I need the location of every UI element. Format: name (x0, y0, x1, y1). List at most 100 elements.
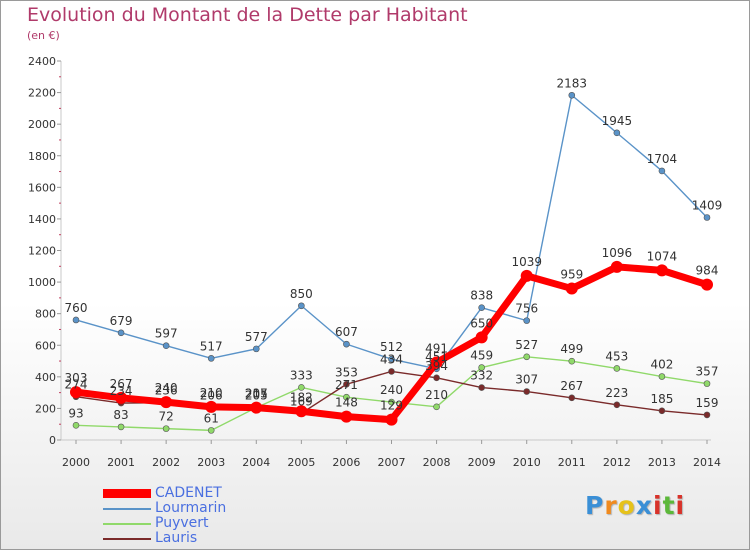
y-tick-label: 2200 (28, 87, 56, 100)
data-label-cadenet: 210 (200, 386, 223, 400)
logo-letter: o (617, 491, 636, 520)
data-point-cadenet (115, 391, 128, 404)
data-point-puyvert (72, 422, 80, 429)
legend-swatch-puyvert (103, 523, 151, 525)
data-label-puyvert: 402 (650, 358, 673, 372)
data-label-lourmarin: 607 (335, 325, 358, 339)
chart-unit: (en €) (27, 29, 60, 42)
data-point-lauris (388, 368, 395, 375)
x-tick-label: 2014 (693, 456, 721, 469)
data-point-lauris (568, 394, 576, 402)
legend-swatch-lauris (103, 538, 151, 540)
data-point-puyvert (207, 427, 215, 434)
series-layer (70, 91, 713, 434)
data-label-lauris: 159 (696, 396, 719, 410)
data-point-cadenet (340, 410, 353, 423)
data-point-puyvert (162, 425, 170, 432)
data-point-puyvert (298, 384, 305, 391)
data-point-puyvert (343, 393, 350, 401)
proxiti-logo: Proxiti (585, 491, 685, 520)
x-tick-label: 2012 (603, 456, 631, 469)
axes: 0 200 400 600 800 1000 1200 1400 1600 1800 2000 220… (28, 55, 721, 469)
data-label-puyvert: 72 (159, 410, 174, 424)
data-label-puyvert: 459 (470, 349, 493, 363)
data-point-lourmarin (658, 167, 666, 175)
data-point-lourmarin (207, 355, 215, 362)
x-tick-label: 2000 (62, 456, 90, 469)
y-tick-label: 1800 (28, 150, 56, 163)
y-tick-label: 0 (49, 434, 56, 447)
data-label-puyvert: 527 (515, 338, 538, 352)
data-label-lauris: 234 (110, 384, 133, 398)
data-label-puyvert: 240 (380, 383, 403, 397)
data-label-puyvert: 205 (245, 389, 268, 403)
data-point-lourmarin (478, 304, 485, 311)
data-label-lauris: 236 (155, 384, 178, 398)
y-tick-label: 400 (35, 371, 56, 384)
data-label-cadenet: 240 (155, 381, 178, 395)
x-tick-label: 2008 (423, 456, 451, 469)
data-label-cadenet: 148 (335, 396, 358, 410)
data-label-lauris: 332 (470, 369, 493, 383)
data-label-lourmarin: 1409 (692, 198, 723, 212)
data-point-cadenet (385, 413, 398, 426)
data-label-puyvert: 357 (696, 365, 719, 379)
data-point-lourmarin (72, 316, 80, 324)
data-point-puyvert (568, 357, 576, 365)
data-point-cadenet (701, 278, 713, 291)
data-label-cadenet: 1096 (602, 246, 633, 260)
y-tick-label: 1400 (28, 213, 56, 226)
data-label-lauris: 217 (245, 387, 268, 401)
data-label-lauris: 223 (605, 386, 628, 400)
data-label-puyvert: 333 (290, 368, 313, 382)
data-label-cadenet: 267 (110, 377, 133, 391)
data-label-lourmarin: 577 (245, 330, 268, 344)
data-labels: 760 679 597 517 577 850 607 512 451 838 756 2183 194… (65, 76, 723, 425)
data-point-lourmarin (523, 317, 531, 324)
y-tick-label: 1000 (28, 276, 56, 289)
x-tick-label: 2013 (648, 456, 676, 469)
data-label-puyvert: 499 (560, 342, 583, 356)
data-label-cadenet: 650 (470, 316, 493, 330)
legend-label-puyvert: Puyvert (155, 515, 209, 531)
data-point-puyvert (388, 398, 395, 406)
data-point-lauris (343, 380, 350, 388)
data-point-lourmarin (117, 329, 125, 337)
data-label-lourmarin: 512 (380, 340, 403, 354)
legend-swatch-cadenet (103, 489, 151, 498)
data-point-lourmarin (298, 302, 305, 310)
data-label-lourmarin: 850 (290, 287, 313, 301)
data-label-cadenet: 303 (65, 371, 88, 385)
data-point-lauris (658, 407, 666, 415)
data-label-lauris: 274 (65, 378, 88, 392)
data-point-cadenet (475, 331, 488, 344)
data-label-cadenet: 984 (696, 264, 719, 278)
data-point-cadenet (250, 401, 263, 414)
data-point-puyvert (117, 423, 125, 431)
data-point-puyvert (433, 403, 440, 411)
data-label-lourmarin: 1945 (602, 114, 633, 128)
data-label-lourmarin: 517 (200, 339, 223, 353)
x-tick-label: 2001 (107, 456, 135, 469)
data-point-lauris (478, 384, 485, 391)
data-label-lourmarin: 679 (110, 314, 133, 328)
y-tick-label: 1600 (28, 181, 56, 194)
x-tick-label: 2007 (378, 456, 406, 469)
data-point-puyvert (523, 353, 531, 361)
data-point-lauris (703, 411, 711, 419)
x-tick-label: 2010 (513, 456, 541, 469)
chart-title: Evolution du Montant de la Dette par Hab… (27, 4, 468, 26)
data-label-lauris: 206 (200, 388, 223, 402)
data-label-lourmarin: 838 (470, 289, 493, 303)
logo-letter: t (662, 491, 676, 520)
x-tick-label: 2009 (468, 456, 496, 469)
data-label-puyvert: 210 (425, 388, 448, 402)
data-point-cadenet (520, 269, 533, 282)
legend-label-lauris: Lauris (155, 530, 198, 546)
data-point-lauris (433, 374, 440, 382)
data-point-cadenet (205, 400, 218, 413)
data-point-cadenet (655, 264, 668, 277)
data-label-lauris: 394 (425, 359, 448, 373)
